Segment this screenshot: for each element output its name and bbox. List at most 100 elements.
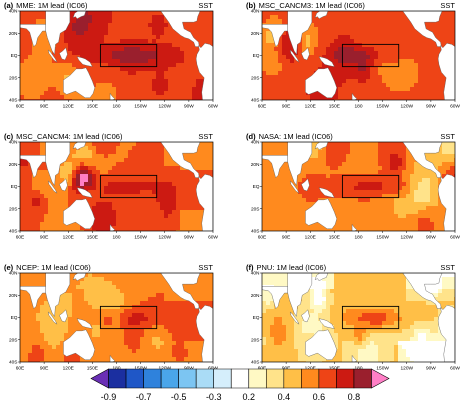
- field-cell: [338, 87, 343, 92]
- field-cell: [266, 178, 271, 183]
- field-cell: [350, 27, 355, 32]
- field-cell: [124, 210, 129, 215]
- field-cell: [418, 166, 423, 171]
- field-cell: [450, 150, 455, 155]
- field-cell: [148, 59, 153, 64]
- field-cell: [80, 182, 85, 187]
- field-cell: [132, 35, 137, 40]
- field-cell: [200, 158, 205, 163]
- field-cell: [168, 218, 173, 223]
- field-cell: [394, 59, 399, 64]
- field-cell: [148, 47, 153, 52]
- field-cell: [168, 27, 173, 32]
- field-cell: [266, 71, 271, 76]
- field-cell: [168, 202, 173, 207]
- field-cell: [36, 273, 41, 278]
- field-cell: [374, 83, 379, 88]
- field-cell: [28, 202, 33, 207]
- field-cell: [370, 230, 375, 231]
- field-cell: [96, 214, 101, 219]
- field-cell: [370, 202, 375, 207]
- field-cell: [398, 75, 403, 80]
- lon-tick-label: 60E: [258, 104, 267, 110]
- field-cell: [286, 71, 291, 76]
- field-cell: [128, 15, 133, 20]
- field-cell: [80, 51, 85, 56]
- field-cell: [132, 154, 137, 159]
- field-cell: [200, 75, 205, 80]
- field-cell: [120, 15, 125, 20]
- field-cell: [390, 206, 395, 211]
- field-cell: [330, 186, 335, 191]
- field-cell: [144, 178, 149, 183]
- field-cell: [398, 146, 403, 151]
- field-cell: [108, 146, 113, 151]
- field-cell: [274, 71, 279, 76]
- field-cell: [116, 35, 121, 40]
- field-cell: [354, 15, 359, 20]
- field-cell: [354, 198, 359, 203]
- field-cell: [318, 162, 323, 167]
- field-cell: [44, 174, 49, 179]
- field-cell: [310, 226, 315, 231]
- lon-tick-label: 120W: [158, 235, 171, 241]
- land-mask: [262, 11, 455, 100]
- field-cell: [28, 214, 33, 219]
- field-cell: [342, 99, 347, 100]
- field-cell: [414, 31, 419, 36]
- field-cell: [338, 23, 343, 28]
- field-cell: [282, 170, 287, 175]
- field-cell: [366, 190, 371, 195]
- field-cell: [362, 202, 367, 207]
- field-cell: [442, 214, 447, 219]
- field-cell: [402, 43, 407, 48]
- field-cell: [148, 35, 153, 40]
- field-cell: [140, 206, 145, 211]
- field-cell: [266, 75, 271, 80]
- field-cell: [196, 198, 201, 203]
- field-cell: [80, 186, 85, 191]
- field-cell: [28, 198, 33, 203]
- field-cell: [366, 150, 371, 155]
- field-cell: [278, 198, 283, 203]
- field-cell: [180, 91, 185, 96]
- field-cell: [378, 59, 383, 64]
- field-cell: [164, 35, 169, 40]
- field-cell: [24, 186, 29, 191]
- field-cell: [152, 23, 157, 28]
- field-cell: [32, 83, 37, 88]
- field-cell: [358, 71, 363, 76]
- field-cell: [362, 87, 367, 92]
- field-cell: [200, 43, 205, 48]
- field-cell: [314, 198, 319, 203]
- field-cell: [314, 19, 319, 24]
- field-cell: [180, 206, 185, 211]
- field-cell: [92, 230, 97, 231]
- field-cell: [262, 190, 267, 195]
- field-cell: [390, 83, 395, 88]
- field-cell: [326, 146, 331, 151]
- field-cell: [160, 150, 165, 155]
- field-cell: [286, 43, 291, 48]
- field-cell: [362, 170, 367, 175]
- field-cell: [140, 146, 145, 151]
- field-cell: [342, 79, 347, 84]
- field-cell: [120, 27, 125, 32]
- field-cell: [116, 95, 121, 100]
- field-cell: [212, 174, 213, 179]
- lat-tick-label: EQ: [11, 53, 18, 59]
- field-cell: [330, 170, 335, 175]
- field-cell: [160, 67, 165, 72]
- field-cell: [354, 218, 359, 223]
- field-cell: [310, 178, 315, 183]
- field-cell: [60, 162, 65, 167]
- field-cell: [60, 170, 65, 175]
- field-cell: [36, 63, 41, 68]
- field-cell: [108, 51, 113, 56]
- field-cell: [378, 55, 383, 60]
- field-cell: [362, 79, 367, 84]
- field-cell: [386, 35, 391, 40]
- field-cell: [28, 194, 33, 199]
- field-cell: [334, 35, 339, 40]
